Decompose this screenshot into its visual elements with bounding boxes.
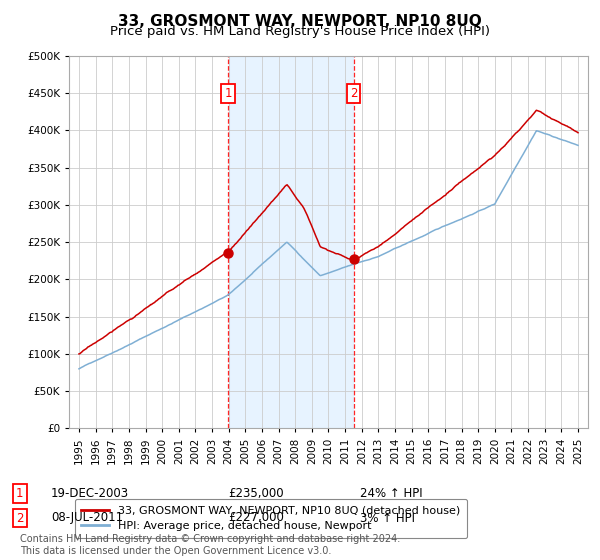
Text: 3% ↑ HPI: 3% ↑ HPI xyxy=(360,511,415,525)
Text: 24% ↑ HPI: 24% ↑ HPI xyxy=(360,487,422,501)
Text: Price paid vs. HM Land Registry's House Price Index (HPI): Price paid vs. HM Land Registry's House … xyxy=(110,25,490,38)
Text: £227,000: £227,000 xyxy=(228,511,284,525)
Text: 1: 1 xyxy=(224,87,232,100)
Text: 33, GROSMONT WAY, NEWPORT, NP10 8UQ: 33, GROSMONT WAY, NEWPORT, NP10 8UQ xyxy=(118,14,482,29)
Text: 2: 2 xyxy=(16,511,23,525)
Text: £235,000: £235,000 xyxy=(228,487,284,501)
Text: 19-DEC-2003: 19-DEC-2003 xyxy=(51,487,129,501)
Text: 2: 2 xyxy=(350,87,358,100)
Legend: 33, GROSMONT WAY, NEWPORT, NP10 8UQ (detached house), HPI: Average price, detach: 33, GROSMONT WAY, NEWPORT, NP10 8UQ (det… xyxy=(74,499,467,538)
Text: 08-JUL-2011: 08-JUL-2011 xyxy=(51,511,123,525)
Text: Contains HM Land Registry data © Crown copyright and database right 2024.
This d: Contains HM Land Registry data © Crown c… xyxy=(20,534,400,556)
Text: 1: 1 xyxy=(16,487,23,501)
